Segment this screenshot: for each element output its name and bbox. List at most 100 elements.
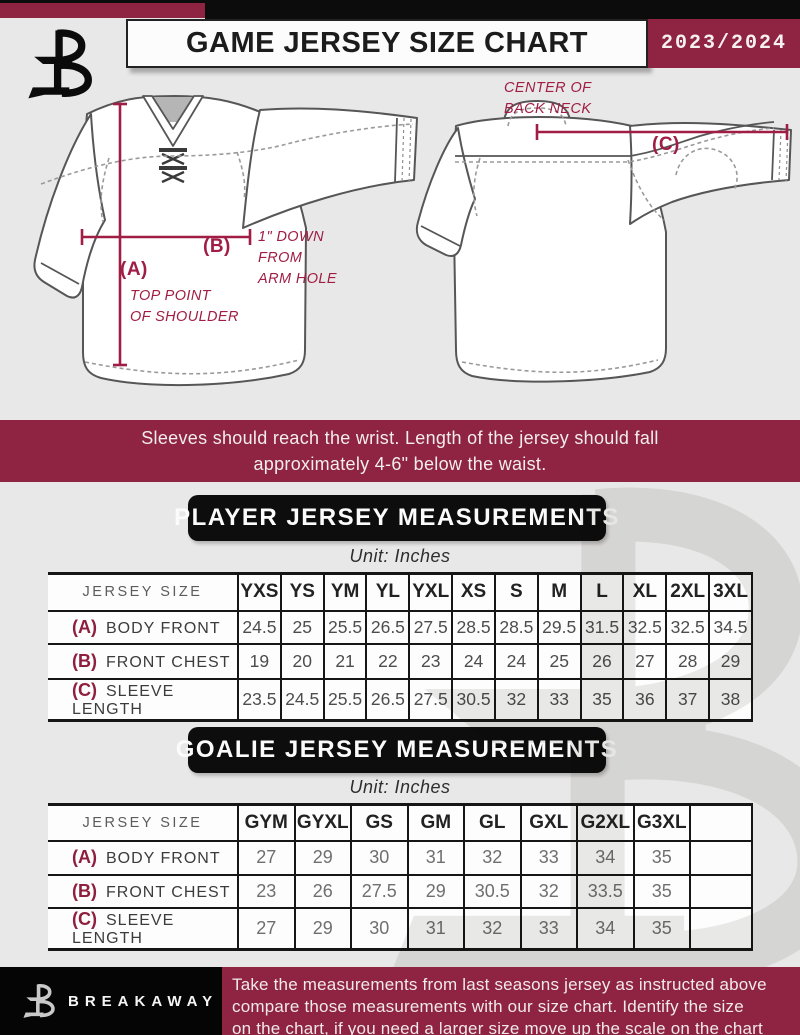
measurement-value-cell: 36 xyxy=(622,678,667,720)
measurement-value-cell: 24.5 xyxy=(237,610,281,644)
measurement-value-cell: 33 xyxy=(536,678,581,720)
measurement-value-cell: 33 xyxy=(519,907,577,949)
measurement-value-cell: 29 xyxy=(406,874,464,908)
page-title: GAME JERSEY SIZE CHART xyxy=(185,27,589,59)
size-column-header: YM xyxy=(322,573,367,611)
measurement-value-cell: 29 xyxy=(293,840,351,875)
row-label: FRONT CHEST xyxy=(106,653,231,671)
measurement-value-cell: 21 xyxy=(322,643,367,679)
row-label: BODY FRONT xyxy=(106,850,221,867)
measurement-value-cell: 34 xyxy=(576,840,634,875)
empty-value-cell xyxy=(689,840,753,875)
measurement-value-cell: 26 xyxy=(293,874,351,908)
row-label: SLEEVE LENGTH xyxy=(72,911,175,947)
goalie-unit-label: Unit: Inches xyxy=(349,777,451,797)
row-tag: (C) xyxy=(72,679,97,700)
row-label-cell: (A) BODY FRONT xyxy=(48,841,238,875)
size-column-header: 3XL xyxy=(708,573,753,611)
footer-instructions: Take the measurements from last seasons … xyxy=(222,967,800,1035)
measurement-value-cell: 23.5 xyxy=(237,678,281,720)
size-column-header: XS xyxy=(451,573,495,611)
row-label-cell: (C) SLEEVE LENGTH xyxy=(48,679,238,721)
footer-breakaway-logo xyxy=(22,982,58,1020)
size-column-header: M xyxy=(536,573,581,611)
measurement-value-cell: 27 xyxy=(237,907,295,949)
measurement-value-cell: 27 xyxy=(237,840,295,875)
measurement-value-cell: 24.5 xyxy=(279,678,324,720)
fit-notice-banner: Sleeves should reach the wrist. Length o… xyxy=(0,420,800,482)
row-tag: (B) xyxy=(72,650,97,671)
measurement-row: (C) SLEEVE LENGTH 23.5 24.5 25.5 26.5 27.5 30.5… xyxy=(48,678,753,721)
b-measure-caption: 1" DOWN FROM ARM HOLE xyxy=(258,229,337,287)
size-column-header: GXL xyxy=(519,804,577,841)
front-jersey-diagram xyxy=(33,95,418,387)
empty-value-cell xyxy=(689,907,753,949)
footer-brand-box: BREAKAWAY xyxy=(0,967,222,1035)
footer-brand-name: BREAKAWAY xyxy=(68,992,219,1010)
jersey-size-corner-header: JERSEY SIZE xyxy=(82,584,203,601)
footer-instructions-line3: on the chart, if you need a larger size … xyxy=(232,1019,763,1035)
measurement-value-cell: 26.5 xyxy=(365,610,410,644)
c-measure-tag: (C) xyxy=(652,134,680,155)
measurement-value-cell: 31 xyxy=(406,907,464,949)
size-column-header: G2XL xyxy=(576,804,634,841)
footer-instructions-line1: Take the measurements from last seasons … xyxy=(232,975,767,994)
measurement-row: (B) FRONT CHEST 19 20 21 22 23 24 24 25 26 27 28 29 xyxy=(48,643,753,679)
measurement-value-cell: 25 xyxy=(279,610,324,644)
row-label-cell: (B) FRONT CHEST xyxy=(48,644,238,679)
top-maroon-bar xyxy=(0,3,205,18)
row-tag: (C) xyxy=(72,908,97,929)
measurement-value-cell: 29.5 xyxy=(536,610,581,644)
fit-notice-line1: Sleeves should reach the wrist. Length o… xyxy=(141,428,659,448)
size-column-header: YXS xyxy=(237,573,281,611)
measurement-value-cell: 19 xyxy=(237,643,281,679)
measurement-value-cell: 38 xyxy=(708,678,753,720)
goalie-section-title: GOALIE JERSEY MEASUREMENTS xyxy=(175,736,619,763)
measurement-value-cell: 22 xyxy=(365,643,410,679)
measurement-value-cell: 27.5 xyxy=(408,678,453,720)
measurement-row: (C) SLEEVE LENGTH 27 29 30 31 32 33 34 35 xyxy=(48,907,753,949)
fit-notice-line2: approximately 4-6" below the waist. xyxy=(253,454,547,474)
measurement-row: (A) BODY FRONT 27 29 30 31 32 33 34 35 xyxy=(48,840,753,875)
row-tag: (A) xyxy=(72,616,97,637)
player-measurements-table: JERSEY SIZE YXS YS YM YL YXL XS S M L XL 2XL 3XL (A) B… xyxy=(48,572,753,722)
measurement-value-cell: 28.5 xyxy=(493,610,538,644)
size-column-header: 2XL xyxy=(665,573,710,611)
measurement-value-cell: 34 xyxy=(576,907,634,949)
player-section-title: PLAYER JERSEY MEASUREMENTS xyxy=(174,504,620,531)
measurement-value-cell: 26 xyxy=(579,643,624,679)
measurement-value-cell: 23 xyxy=(408,643,453,679)
measurement-value-cell: 32 xyxy=(519,874,577,908)
v-neck-collar xyxy=(142,95,204,147)
top-black-bar xyxy=(205,0,800,19)
measurement-value-cell: 35 xyxy=(579,678,624,720)
measurement-value-cell: 25.5 xyxy=(322,678,367,720)
measurement-value-cell: 30 xyxy=(350,907,408,949)
size-column-header: GYXL xyxy=(293,804,351,841)
row-label: FRONT CHEST xyxy=(106,883,231,901)
measurement-value-cell: 32.5 xyxy=(622,610,667,644)
measurement-value-cell: 27.5 xyxy=(350,874,408,908)
empty-header-cell xyxy=(689,804,753,841)
b-measure-tag: (B) xyxy=(203,236,231,257)
measurement-value-cell: 30 xyxy=(350,840,408,875)
size-column-header: YXL xyxy=(408,573,453,611)
measurement-value-cell: 32 xyxy=(463,840,521,875)
measurement-value-cell: 31.5 xyxy=(579,610,624,644)
measurement-value-cell: 33.5 xyxy=(576,874,634,908)
measurement-value-cell: 28.5 xyxy=(451,610,495,644)
measurement-value-cell: 35 xyxy=(632,874,690,908)
size-column-header: G3XL xyxy=(632,804,690,841)
empty-value-cell xyxy=(689,874,753,908)
season-badge: 2023/2024 xyxy=(648,19,800,68)
size-column-header: L xyxy=(579,573,624,611)
size-column-header: YL xyxy=(365,573,410,611)
measurement-value-cell: 27 xyxy=(622,643,667,679)
measurement-value-cell: 33 xyxy=(519,840,577,875)
measurement-line-back xyxy=(535,124,789,140)
measurement-value-cell: 35 xyxy=(632,907,690,949)
measurement-value-cell: 28 xyxy=(665,643,710,679)
measurement-value-cell: 31 xyxy=(406,840,464,875)
row-label-cell: (A) BODY FRONT xyxy=(48,611,238,644)
